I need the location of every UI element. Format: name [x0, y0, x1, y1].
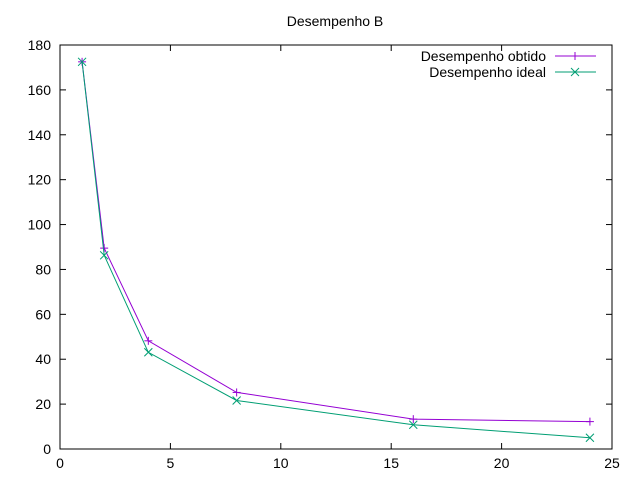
y-tick-label: 60: [35, 306, 51, 322]
data-point-ideal: [77, 57, 87, 67]
y-tick-label: 0: [43, 441, 51, 457]
x-tick-label: 20: [494, 455, 510, 471]
data-point-ideal: [143, 347, 153, 357]
series-line-obtido: [81, 61, 590, 423]
y-tick-label: 20: [35, 396, 51, 412]
y-tick-label: 180: [28, 37, 52, 53]
data-point-obtido: [409, 415, 418, 424]
y-tick-label: 160: [28, 82, 52, 98]
data-point-ideal: [408, 420, 418, 430]
y-tick-label: 40: [35, 351, 51, 367]
data-point-ideal: [99, 250, 109, 260]
data-point-obtido: [585, 417, 594, 426]
data-point-obtido: [232, 388, 241, 397]
x-tick-label: 0: [56, 455, 64, 471]
legend-label-obtido: Desempenho obtido: [421, 48, 547, 64]
y-tick-label: 100: [28, 217, 52, 233]
chart-title: Desempenho B: [287, 13, 384, 29]
x-tick-label: 15: [383, 455, 399, 471]
y-tick-label: 120: [28, 172, 52, 188]
axis-ticks: 0 20 40 60 80 100 120 140 160 180 0 5 10 15 20 25: [28, 37, 620, 471]
data-point-obtido: [144, 336, 153, 345]
series-layer: [77, 57, 595, 443]
x-tick-label: 10: [273, 455, 289, 471]
legend-marker-obtido: [571, 52, 579, 60]
x-tick-label: 5: [167, 455, 175, 471]
data-point-ideal: [585, 433, 595, 443]
legend-marker-ideal: [570, 67, 580, 77]
plot-frame: [59, 44, 613, 450]
y-tick-label: 80: [35, 261, 51, 277]
y-tick-label: 140: [28, 127, 52, 143]
legend-label-ideal: Desempenho ideal: [429, 64, 546, 80]
x-tick-label: 25: [604, 455, 620, 471]
data-point-ideal: [232, 396, 241, 405]
series-line-ideal: [81, 61, 590, 439]
